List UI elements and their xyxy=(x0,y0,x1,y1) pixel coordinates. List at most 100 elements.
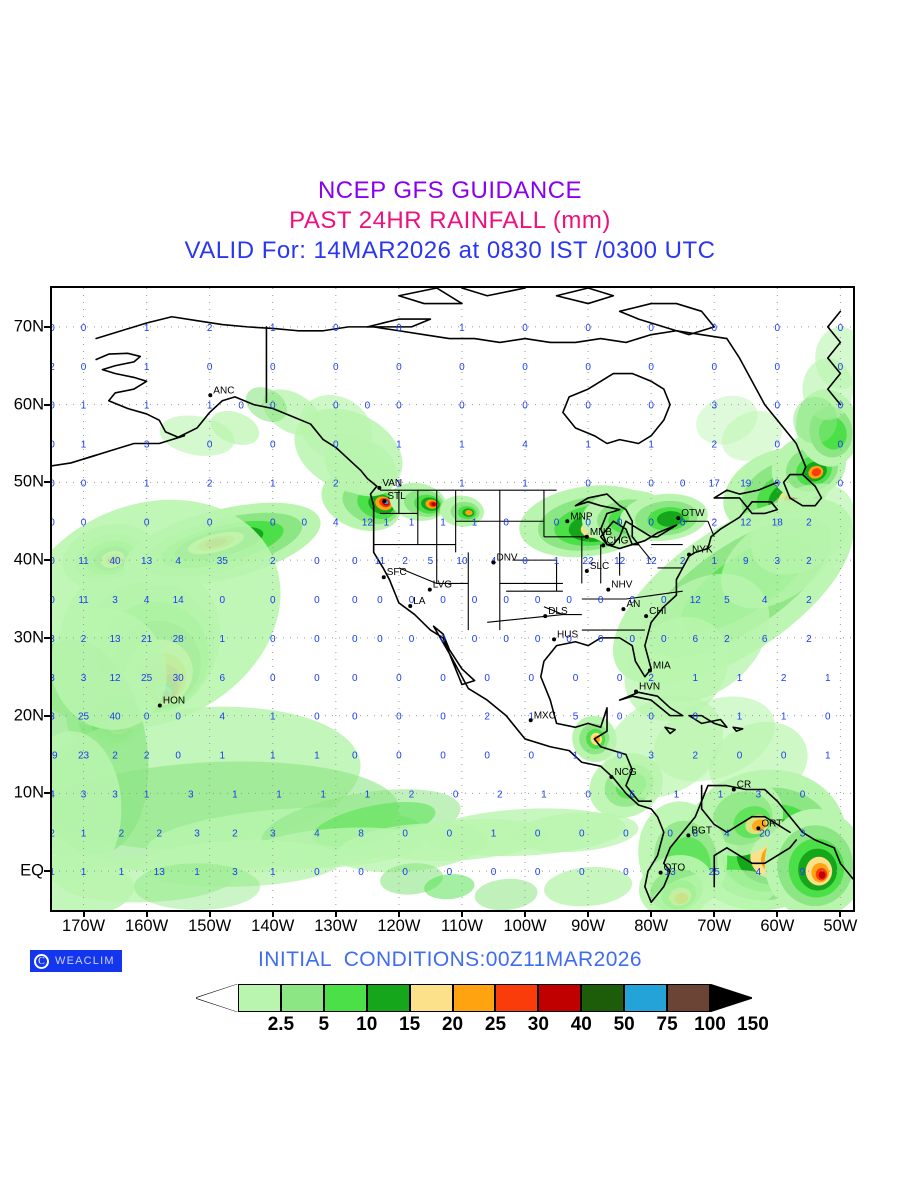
svg-text:2: 2 xyxy=(112,751,118,762)
svg-text:4: 4 xyxy=(333,517,339,528)
svg-text:0: 0 xyxy=(585,362,591,373)
colorbar-cell-1 xyxy=(238,984,281,1012)
svg-text:0: 0 xyxy=(598,634,604,645)
svg-text:6: 6 xyxy=(629,789,635,800)
svg-text:0: 0 xyxy=(396,401,402,412)
lat-tick-20N: 20N xyxy=(13,706,44,725)
colorbar-cell-6 xyxy=(452,984,496,1012)
svg-text:NHV: NHV xyxy=(611,580,632,591)
colorbar-tick-75: 75 xyxy=(656,1014,678,1035)
svg-text:1: 1 xyxy=(81,828,87,839)
svg-text:0: 0 xyxy=(175,751,181,762)
svg-text:4: 4 xyxy=(220,712,226,723)
svg-text:STL: STL xyxy=(387,491,406,502)
svg-text:2: 2 xyxy=(156,828,162,839)
colorbar-tick-25: 25 xyxy=(484,1014,507,1035)
weaclim-logo[interactable]: C WEACLIM xyxy=(30,950,122,972)
colorbar-swatches[interactable] xyxy=(196,984,752,1012)
lon-tick-170W: 170W xyxy=(61,917,106,935)
svg-text:0: 0 xyxy=(623,828,629,839)
svg-text:3: 3 xyxy=(81,789,87,800)
svg-text:0: 0 xyxy=(314,634,320,645)
svg-text:3: 3 xyxy=(194,828,200,839)
svg-text:2: 2 xyxy=(806,517,812,528)
rainfall-map[interactable]: 0012100100000020100000000000011100000000… xyxy=(50,286,855,912)
svg-text:0: 0 xyxy=(617,673,623,684)
svg-text:0: 0 xyxy=(566,634,572,645)
svg-text:0: 0 xyxy=(566,595,572,606)
svg-text:4: 4 xyxy=(144,595,150,606)
svg-text:0: 0 xyxy=(352,595,358,606)
lat-tick-50N: 50N xyxy=(13,472,44,491)
lat-tick-60N: 60N xyxy=(13,395,44,414)
svg-text:3: 3 xyxy=(188,789,194,800)
svg-text:2: 2 xyxy=(119,828,125,839)
svg-text:CHI: CHI xyxy=(649,606,666,617)
svg-text:1: 1 xyxy=(459,323,465,334)
coastlines xyxy=(52,288,853,904)
svg-text:4: 4 xyxy=(175,556,181,567)
svg-text:0: 0 xyxy=(503,517,509,528)
svg-text:1: 1 xyxy=(409,517,415,528)
lon-tick-120W: 120W xyxy=(377,917,421,935)
svg-text:0: 0 xyxy=(775,323,781,334)
svg-text:0: 0 xyxy=(585,789,591,800)
colorbar-cell-5 xyxy=(409,984,453,1012)
colorbar-tick-100: 100 xyxy=(694,1014,726,1035)
svg-text:MNP: MNP xyxy=(570,511,593,522)
lat-tick-70N: 70N xyxy=(13,317,44,336)
svg-text:2: 2 xyxy=(270,556,276,567)
svg-text:0: 0 xyxy=(52,595,55,606)
svg-text:0: 0 xyxy=(377,595,383,606)
svg-text:0: 0 xyxy=(314,867,320,878)
svg-text:0: 0 xyxy=(503,595,509,606)
svg-text:1: 1 xyxy=(781,712,787,723)
svg-text:11: 11 xyxy=(78,595,89,606)
colorbar-tick-2.5: 2.5 xyxy=(267,1014,295,1035)
map-gridlines xyxy=(52,288,853,910)
svg-text:9: 9 xyxy=(775,478,781,489)
svg-text:0: 0 xyxy=(535,634,541,645)
svg-text:4: 4 xyxy=(522,440,528,451)
svg-text:LVG: LVG xyxy=(433,580,452,591)
svg-text:1: 1 xyxy=(718,789,724,800)
svg-text:1: 1 xyxy=(144,789,150,800)
svg-text:0: 0 xyxy=(333,440,339,451)
svg-text:0: 0 xyxy=(409,634,415,645)
lat-tick-EQ: EQ xyxy=(20,861,44,880)
colorbar-tick-150: 150 xyxy=(737,1014,769,1035)
copyright-circle-icon: C xyxy=(34,953,49,969)
svg-text:1: 1 xyxy=(825,751,831,762)
svg-text:0: 0 xyxy=(648,362,654,373)
svg-text:10: 10 xyxy=(456,556,468,567)
svg-text:0: 0 xyxy=(52,440,55,451)
svg-text:0: 0 xyxy=(617,751,623,762)
svg-text:12: 12 xyxy=(110,673,122,684)
svg-text:0: 0 xyxy=(175,712,181,723)
svg-text:0: 0 xyxy=(270,595,276,606)
svg-text:0: 0 xyxy=(453,789,459,800)
svg-text:12: 12 xyxy=(362,517,374,528)
svg-text:3: 3 xyxy=(711,401,717,412)
svg-text:1: 1 xyxy=(383,517,389,528)
svg-text:0: 0 xyxy=(352,634,358,645)
title-block: NCEP GFS GUIDANCE PAST 24HR RAINFALL (mm… xyxy=(0,176,900,266)
svg-text:3: 3 xyxy=(800,828,806,839)
svg-text:0: 0 xyxy=(314,673,320,684)
svg-text:2: 2 xyxy=(806,595,812,606)
svg-text:0: 0 xyxy=(144,517,150,528)
colorbar-cell-11 xyxy=(667,984,710,1012)
colorbar-legend: 2.5 5 10 15 20 25 30 40 50 75 100 150 xyxy=(196,984,769,1040)
svg-text:25: 25 xyxy=(709,867,721,878)
svg-text:0: 0 xyxy=(775,362,781,373)
svg-text:MIA: MIA xyxy=(653,661,671,672)
colorbar-cell-2 xyxy=(280,984,324,1012)
svg-text:0: 0 xyxy=(484,751,490,762)
svg-text:5: 5 xyxy=(428,556,434,567)
svg-text:4: 4 xyxy=(52,789,55,800)
svg-text:DNV: DNV xyxy=(496,552,517,563)
svg-text:25: 25 xyxy=(141,673,153,684)
svg-text:4: 4 xyxy=(756,867,762,878)
svg-text:0: 0 xyxy=(579,867,585,878)
svg-text:0: 0 xyxy=(358,867,364,878)
